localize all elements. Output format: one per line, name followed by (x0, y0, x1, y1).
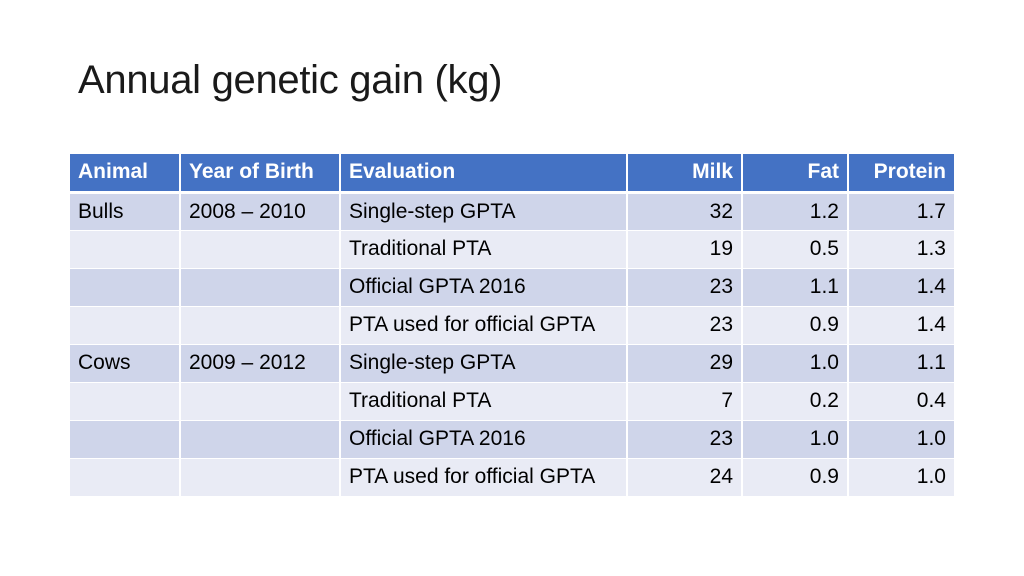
cell-protein: 0.4 (848, 382, 954, 421)
cell-year-of-birth: 2008 – 2010 (180, 192, 341, 231)
cell-evaluation: Official GPTA 2016 (340, 420, 628, 459)
slide-title: Annual genetic gain (kg) (78, 58, 503, 102)
table-header-row: Animal Year of Birth Evaluation Milk Fat… (70, 154, 954, 194)
cell-evaluation: Traditional PTA (340, 382, 628, 421)
table-row: Official GPTA 2016 23 1.0 1.0 (70, 420, 954, 459)
cell-evaluation: Single-step GPTA (340, 344, 628, 383)
cell-evaluation: PTA used for official GPTA (340, 306, 628, 345)
cell-milk: 23 (627, 268, 743, 307)
table-row: PTA used for official GPTA 23 0.9 1.4 (70, 306, 954, 345)
cell-fat: 0.9 (742, 306, 849, 345)
cell-animal: Cows (70, 344, 181, 383)
cell-year-of-birth (180, 230, 341, 269)
cell-animal (70, 420, 181, 459)
header-animal: Animal (70, 154, 181, 194)
cell-animal (70, 306, 181, 345)
cell-year-of-birth (180, 458, 341, 497)
header-evaluation: Evaluation (340, 154, 628, 194)
cell-evaluation: Official GPTA 2016 (340, 268, 628, 307)
table-row: Traditional PTA 19 0.5 1.3 (70, 230, 954, 269)
cell-milk: 23 (627, 420, 743, 459)
cell-fat: 1.1 (742, 268, 849, 307)
table-row: Bulls 2008 – 2010 Single-step GPTA 32 1.… (70, 192, 954, 231)
cell-fat: 0.5 (742, 230, 849, 269)
cell-protein: 1.0 (848, 458, 954, 497)
header-year-of-birth: Year of Birth (180, 154, 341, 194)
cell-animal (70, 458, 181, 497)
cell-animal: Bulls (70, 192, 181, 231)
cell-fat: 1.2 (742, 192, 849, 231)
cell-evaluation: Traditional PTA (340, 230, 628, 269)
cell-fat: 0.9 (742, 458, 849, 497)
cell-protein: 1.3 (848, 230, 954, 269)
cell-animal (70, 268, 181, 307)
cell-animal (70, 230, 181, 269)
cell-year-of-birth: 2009 – 2012 (180, 344, 341, 383)
cell-protein: 1.7 (848, 192, 954, 231)
table-row: Traditional PTA 7 0.2 0.4 (70, 382, 954, 421)
cell-protein: 1.0 (848, 420, 954, 459)
cell-protein: 1.4 (848, 268, 954, 307)
cell-milk: 24 (627, 458, 743, 497)
cell-milk: 23 (627, 306, 743, 345)
cell-fat: 1.0 (742, 344, 849, 383)
cell-year-of-birth (180, 420, 341, 459)
header-fat: Fat (742, 154, 849, 194)
header-milk: Milk (627, 154, 743, 194)
cell-milk: 7 (627, 382, 743, 421)
header-protein: Protein (848, 154, 954, 194)
table-row: PTA used for official GPTA 24 0.9 1.0 (70, 458, 954, 497)
cell-fat: 0.2 (742, 382, 849, 421)
cell-year-of-birth (180, 268, 341, 307)
cell-animal (70, 382, 181, 421)
table-row: Cows 2009 – 2012 Single-step GPTA 29 1.0… (70, 344, 954, 383)
cell-milk: 19 (627, 230, 743, 269)
cell-milk: 29 (627, 344, 743, 383)
cell-evaluation: Single-step GPTA (340, 192, 628, 231)
cell-evaluation: PTA used for official GPTA (340, 458, 628, 497)
genetic-gain-table: Animal Year of Birth Evaluation Milk Fat… (70, 154, 954, 497)
cell-protein: 1.1 (848, 344, 954, 383)
cell-milk: 32 (627, 192, 743, 231)
cell-fat: 1.0 (742, 420, 849, 459)
cell-year-of-birth (180, 306, 341, 345)
table-row: Official GPTA 2016 23 1.1 1.4 (70, 268, 954, 307)
cell-year-of-birth (180, 382, 341, 421)
cell-protein: 1.4 (848, 306, 954, 345)
